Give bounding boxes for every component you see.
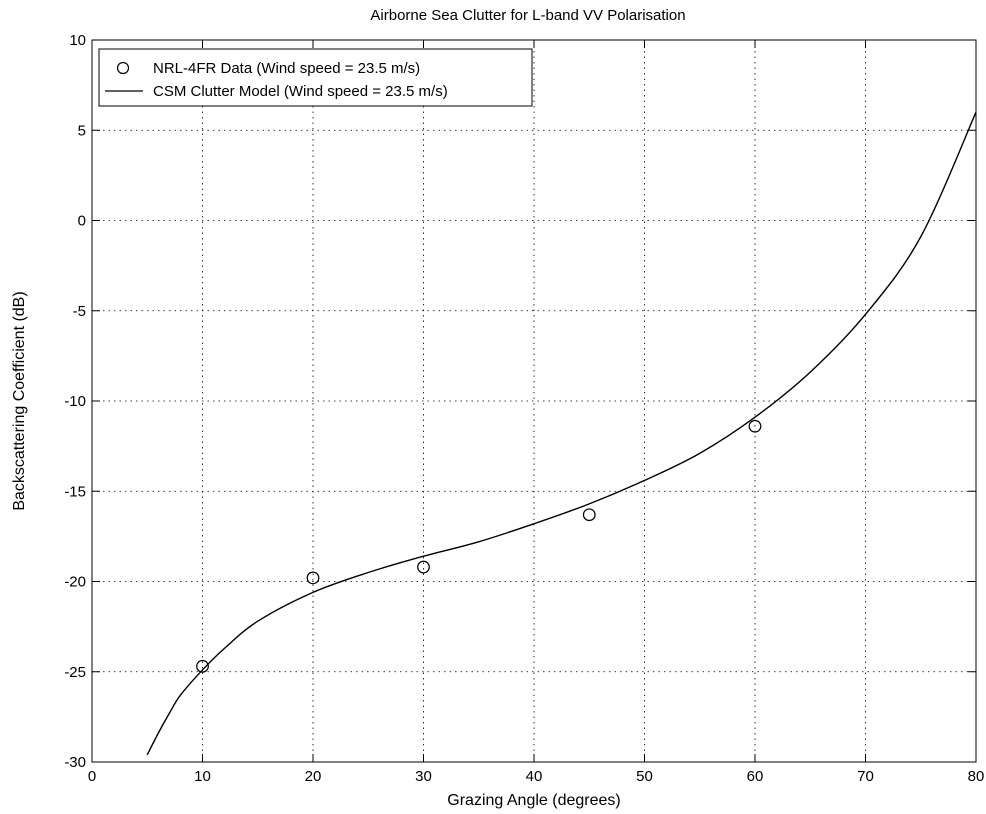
x-tick-label: 80 xyxy=(968,768,985,785)
y-tick-label: -15 xyxy=(64,483,86,500)
y-tick-label: -20 xyxy=(64,574,86,591)
x-tick-label: 20 xyxy=(305,768,322,785)
data-point-nrl-4fr xyxy=(417,560,430,574)
x-tick-label: 50 xyxy=(636,768,653,785)
x-tick-label: 10 xyxy=(194,768,211,785)
y-tick-label: 10 xyxy=(69,32,86,49)
x-tick-label: 60 xyxy=(747,768,764,785)
legend-box xyxy=(98,48,533,107)
x-axis-label: Grazing Angle (degrees) xyxy=(447,792,620,809)
legend: NRL-4FR Data (Wind speed = 23.5 m/s) CSM… xyxy=(98,48,533,107)
legend-marker-circle xyxy=(116,61,130,75)
x-tick-label: 40 xyxy=(526,768,543,785)
series-layer xyxy=(146,111,977,756)
legend-label-model: CSM Clutter Model (Wind speed = 23.5 m/s… xyxy=(153,83,448,100)
y-tick-label: -10 xyxy=(64,393,86,410)
x-tick-label: 30 xyxy=(415,768,432,785)
data-point-nrl-4fr xyxy=(748,419,762,433)
y-axis-label: Backscattering Coefficient (dB) xyxy=(11,291,28,510)
y-tick-label: 5 xyxy=(78,122,86,139)
y-tick-label: -30 xyxy=(64,754,86,771)
y-tick-label: -25 xyxy=(64,664,86,681)
chart-title: Airborne Sea Clutter for L-band VV Polar… xyxy=(370,7,685,24)
y-tick-label: 0 xyxy=(78,213,86,230)
data-point-nrl-4fr xyxy=(196,659,209,673)
series-line-csm-model xyxy=(146,111,977,756)
axis-ticks: 0 10 20 30 40 50 60 70 80 -30 -25 -20 -15 -10 -5 0 5 10 xyxy=(64,32,984,785)
data-point-nrl-4fr xyxy=(306,571,320,585)
data-point-nrl-4fr xyxy=(582,508,596,522)
grid xyxy=(92,40,976,762)
x-tick-label: 0 xyxy=(88,768,96,785)
x-tick-label: 70 xyxy=(857,768,874,785)
legend-label-data: NRL-4FR Data (Wind speed = 23.5 m/s) xyxy=(153,60,420,77)
y-tick-label: -5 xyxy=(73,303,86,320)
